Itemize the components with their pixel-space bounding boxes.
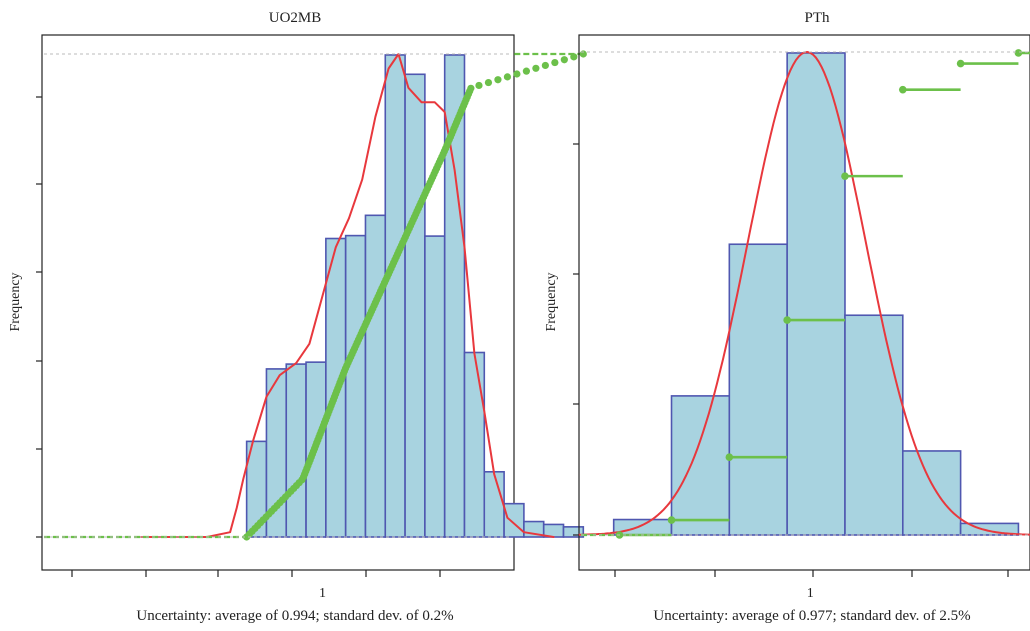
ecdf-point [484,78,493,87]
histogram-bar [483,470,505,538]
ecdf-point [725,453,734,462]
histogram-bar [364,214,387,538]
panel-pth: PTh 1 Frequency Uncertainty: average of … [544,10,1030,624]
histogram-bar [503,502,525,538]
ecdf-point [841,172,849,180]
density-line [140,53,555,538]
ecdf-point [494,76,502,84]
histogram-bar [670,395,731,536]
density-curve [140,53,555,538]
histogram-bar [384,54,406,538]
histogram-bar [404,73,426,538]
ecdf-point [551,58,559,67]
histogram-bars [612,52,1020,536]
ecdf-point [956,59,965,68]
ecdf-point [532,64,540,72]
ecdf-point [1014,49,1023,57]
ecdf-point [513,70,521,78]
plot-area-frame [41,34,515,571]
ecdf-point [475,81,483,90]
histogram-bar [344,234,367,538]
ecdf-point [503,73,512,81]
x-axis-caption: Uncertainty: average of 0.977; standard … [653,608,970,624]
histogram-bar [562,526,585,538]
histogram-bar [844,314,904,536]
ecdf-point [522,67,530,75]
ecdf-point [898,85,907,94]
x-axis-caption: Uncertainty: average of 0.994; standard … [136,608,453,624]
x-tick-label: 1 [807,586,814,601]
y-axis-label: Frequency [8,272,23,331]
ecdf-point [570,53,578,61]
panel-uo2mb: UO2MB 1 Frequency Uncertainty: average o… [8,10,587,624]
plot-area-frame [578,34,1030,571]
axes: 1 [36,53,512,601]
histogram-bars [245,54,585,538]
ecdf-point [579,50,587,58]
ecdf-points [44,50,587,541]
x-tick-label: 1 [319,586,326,601]
histogram-bar [786,52,846,536]
ecdf-point [541,61,549,70]
histogram-bar [424,235,446,538]
ecdf-point [667,516,676,524]
ecdf-point [560,56,568,64]
chart-title: PTh [804,10,830,26]
histogram-bar [285,363,307,538]
chart-title: UO2MB [269,10,322,26]
axes: 1 [573,51,1028,601]
ecdf-point [467,84,475,92]
histogram-bar [901,450,962,536]
histogram-bar [728,243,788,536]
y-axis-label: Frequency [544,272,559,331]
ecdf-point [783,316,791,324]
histogram-bar [463,351,486,538]
